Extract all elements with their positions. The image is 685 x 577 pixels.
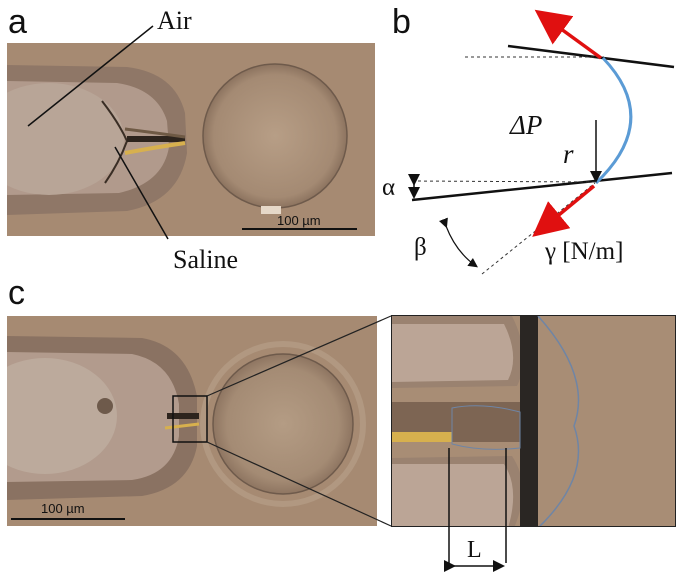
tension-arrow-top — [534, 9, 603, 60]
panel-b-label: b — [392, 3, 411, 41]
panel-a-label: a — [8, 3, 27, 41]
beta-symbol: β — [414, 234, 427, 261]
delta-p-symbol: ΔP — [509, 110, 542, 140]
meniscus-curve — [594, 56, 633, 185]
tension-arrow-bottom — [532, 184, 596, 237]
panel-c-label: c — [8, 274, 25, 312]
panel-a-scale-label: 100 µm — [277, 213, 321, 228]
lower-wall-line — [411, 171, 673, 202]
gamma-symbol: γ [N/m] — [544, 238, 623, 265]
alpha-symbol: α — [382, 174, 395, 201]
saline-callout: Saline — [173, 245, 238, 274]
panel-c-zoom-inset — [391, 315, 676, 527]
air-callout: Air — [157, 6, 192, 35]
beta-angle-arc — [438, 217, 478, 268]
radius-symbol: r — [563, 139, 574, 169]
panel-c-scale-label: 100 µm — [41, 501, 85, 516]
length-label: L — [467, 537, 482, 563]
